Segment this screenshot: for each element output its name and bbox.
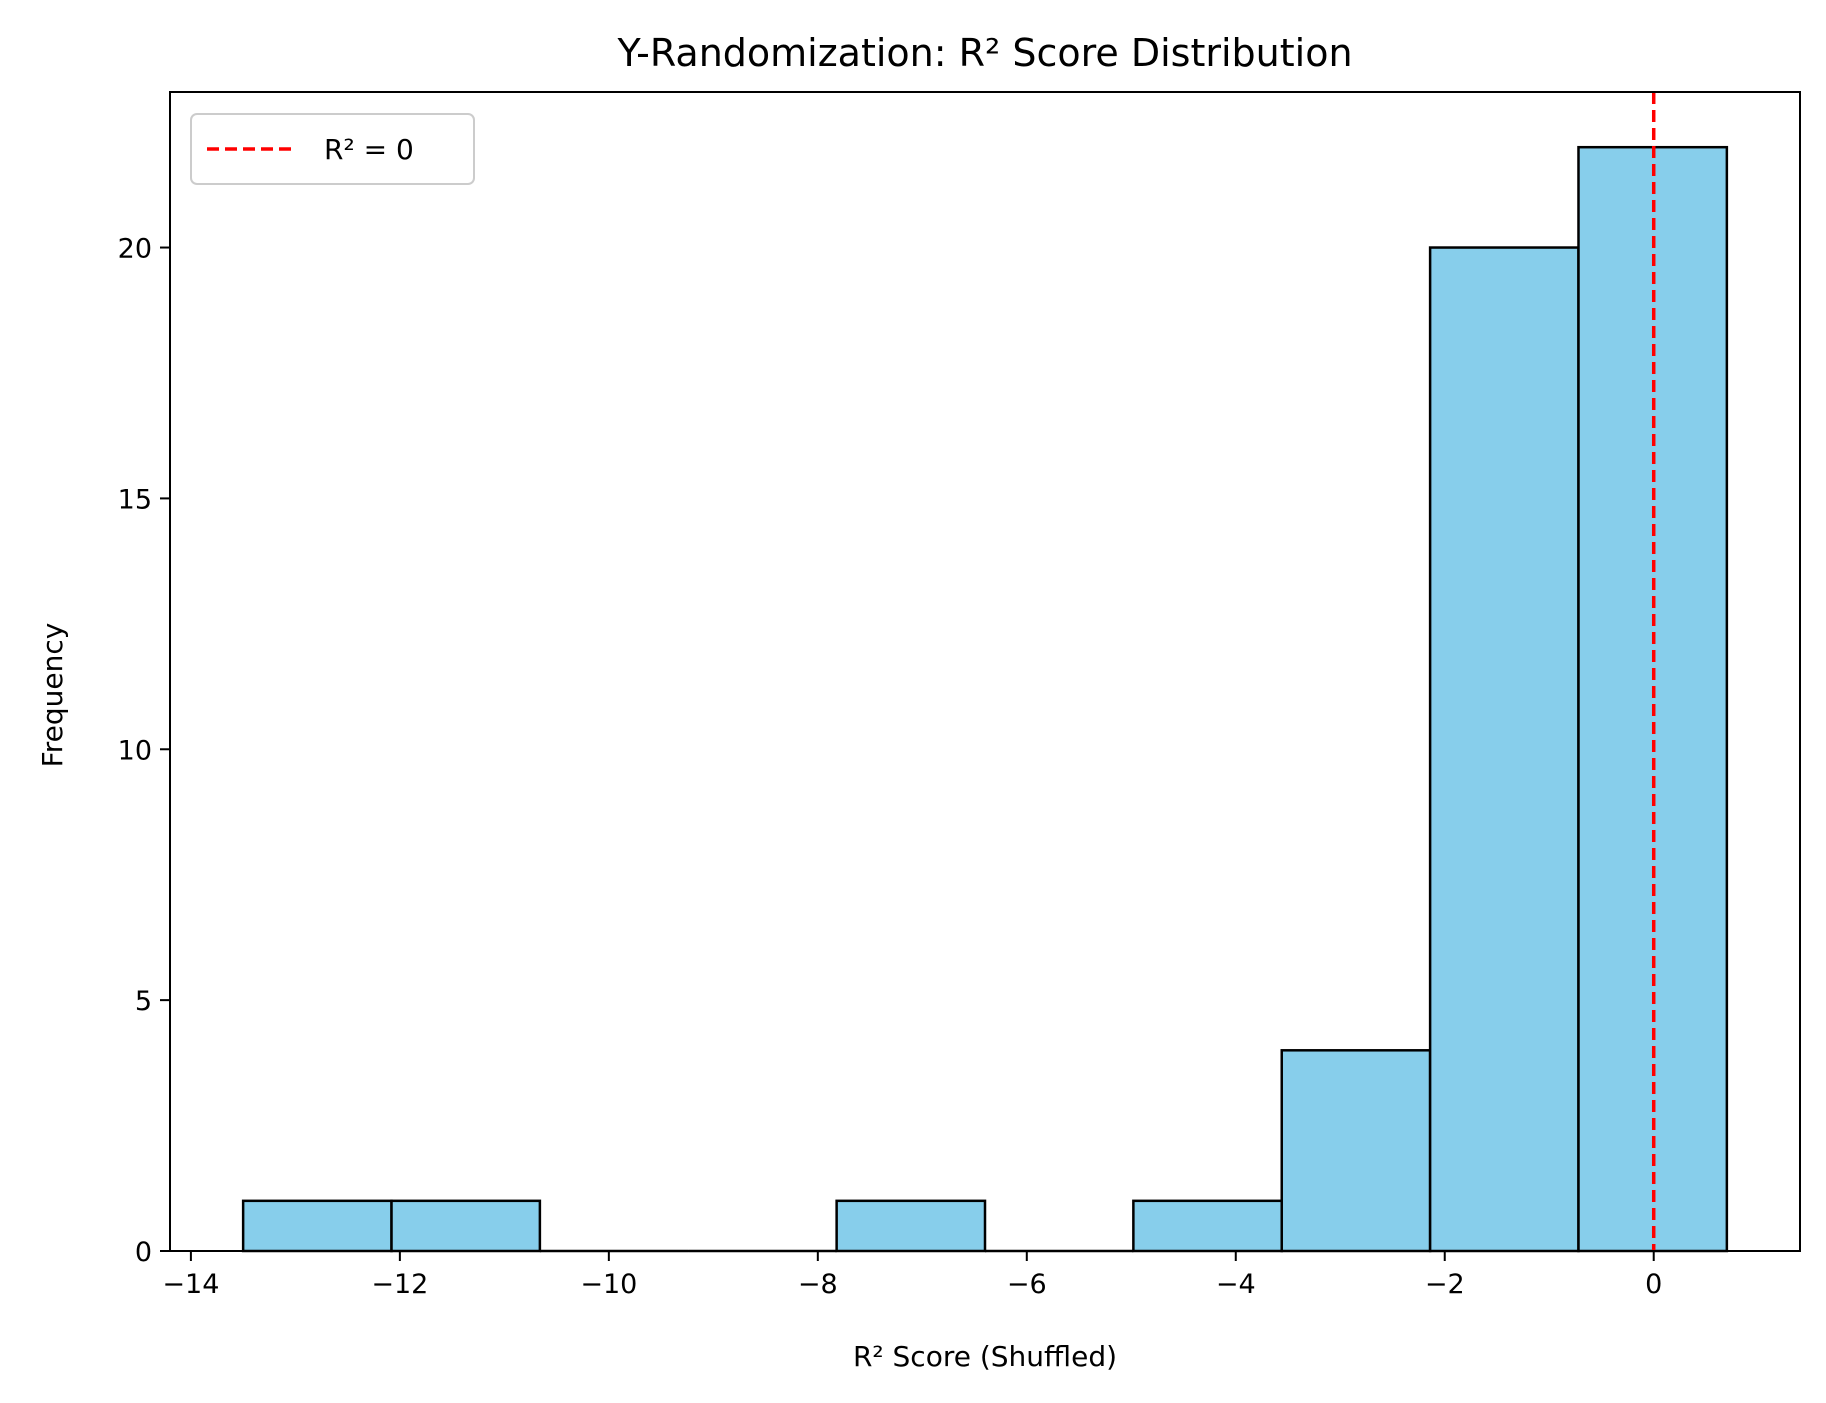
legend: R² = 0: [190, 113, 475, 185]
y-tick-label: 10: [118, 735, 152, 766]
x-axis-ticks: −14 −12 −10 −8 −6 −4 −2 0: [162, 1251, 1662, 1300]
y-axis-label: Frequency: [36, 623, 69, 768]
y-axis-ticks: 0 5 10 15 20: [118, 234, 170, 1268]
histogram-bar-5: [835, 1199, 987, 1253]
x-tick-label: −12: [371, 1269, 428, 1300]
x-tick-label: −2: [1425, 1269, 1465, 1300]
chart-title: Y-Randomization: R² Score Distribution: [616, 31, 1352, 75]
y-tick-label: 5: [135, 986, 152, 1017]
x-axis-label: R² Score (Shuffled): [853, 1340, 1117, 1373]
x-tick-label: −8: [798, 1269, 838, 1300]
y-tick-label: 20: [118, 234, 152, 265]
histogram-bar-9: [1428, 246, 1580, 1253]
plot-area-frame: [169, 91, 1801, 1252]
histogram-bar-1: [241, 1199, 393, 1253]
histogram-bars: [241, 145, 1729, 1253]
x-tick-label: −6: [1007, 1269, 1047, 1300]
x-tick-label: 0: [1645, 1269, 1662, 1300]
histogram-bar-7: [1132, 1199, 1283, 1253]
x-tick-label: −4: [1216, 1269, 1256, 1300]
histogram-bar-2: [390, 1199, 542, 1253]
x-tick-label: −14: [162, 1269, 219, 1300]
legend-box: [190, 113, 475, 185]
histogram-bar-8: [1280, 1049, 1432, 1253]
y-tick-label: 0: [135, 1237, 152, 1268]
y-tick-label: 15: [118, 484, 152, 515]
x-tick-label: −10: [580, 1269, 637, 1300]
legend-entry-label: R² = 0: [324, 133, 414, 166]
